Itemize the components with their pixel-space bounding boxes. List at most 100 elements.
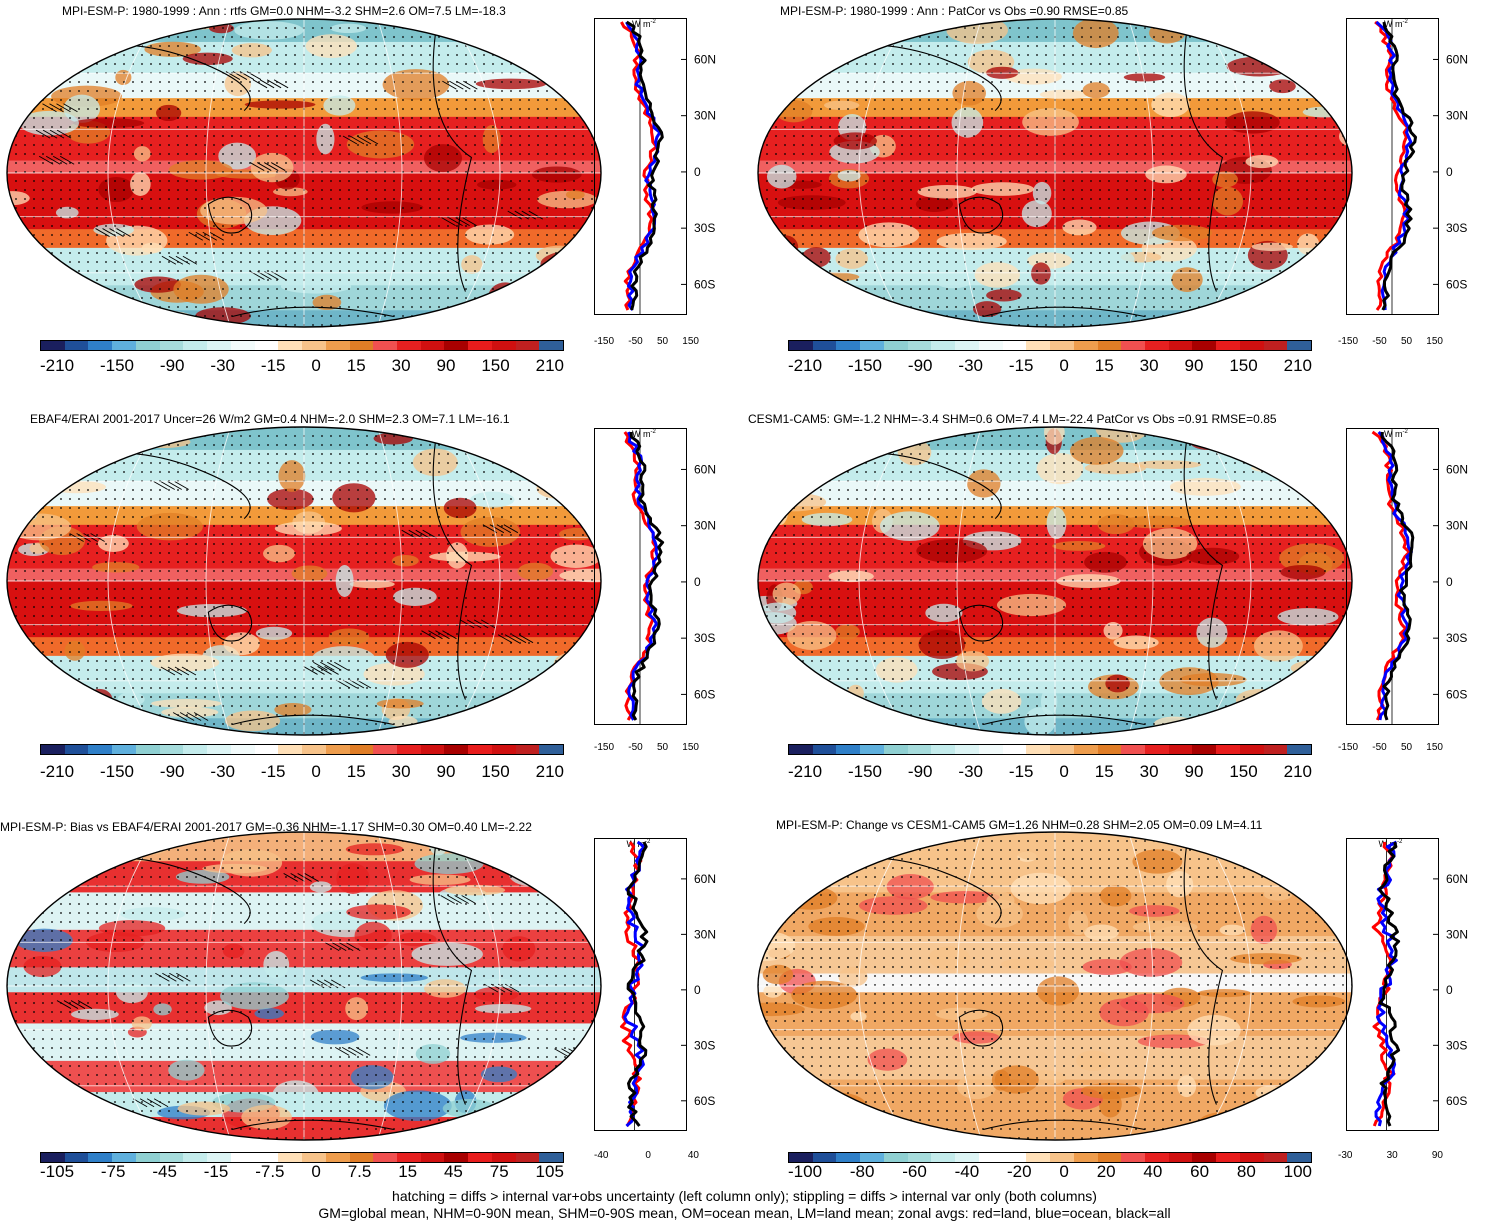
colorbar-label: 30 <box>391 356 411 375</box>
colorbar-swatch <box>444 745 469 754</box>
world-map <box>757 18 1353 328</box>
colorbar-swatch <box>1097 1153 1122 1162</box>
colorbar-label: -210 <box>40 762 75 781</box>
colorbar-swatch <box>159 745 184 754</box>
colorbar-swatch <box>278 341 303 350</box>
colorbar-swatch <box>349 1153 374 1162</box>
colorbar-swatch <box>907 1153 932 1162</box>
colorbar-label: 0 <box>1059 356 1069 375</box>
colorbar-swatch <box>1002 341 1027 350</box>
lat-tick-label: 30N <box>1446 927 1468 941</box>
ocean-zonal-line <box>627 431 660 721</box>
colorbar-label: -150 <box>99 762 134 781</box>
lat-tick-label: 30N <box>1446 519 1468 533</box>
profile-x-ticks: -40 0 40 <box>594 1150 699 1161</box>
colorbar-swatch <box>1097 341 1122 350</box>
colorbar-swatch <box>88 1153 113 1162</box>
colorbar-swatch <box>491 1153 516 1162</box>
colorbar-swatch <box>539 1153 564 1162</box>
lat-tick-label: 30S <box>694 221 715 235</box>
colorbar-swatch <box>491 745 516 754</box>
colorbar-label: 0 <box>311 762 321 781</box>
zonal-profile: 60N 30N 0 30S 60S W m-2 <box>594 428 716 725</box>
colorbar-label: -90 <box>159 762 185 781</box>
colorbar-label: 90 <box>436 762 456 781</box>
colorbar-label: 15 <box>1094 356 1114 375</box>
colorbar-swatch <box>88 341 113 350</box>
colorbar-label: -7.5 <box>255 1162 285 1181</box>
colorbar-swatch <box>135 745 160 754</box>
colorbar-swatch <box>373 341 398 350</box>
colorbar-swatch <box>302 745 326 754</box>
colorbar-swatch <box>907 745 932 754</box>
colorbar-swatch <box>539 341 564 350</box>
profile-x-ticks: -150 -50 50 150 <box>594 742 699 753</box>
colorbar-swatch <box>468 341 492 350</box>
colorbar-swatch <box>41 341 65 350</box>
colorbar-swatch <box>1192 745 1217 754</box>
colorbar-label: 90 <box>436 356 456 375</box>
colorbar-labels: -210 -150 -90 -30 -15 0 15 30 90 150 210 <box>40 762 564 782</box>
colorbar-swatch <box>515 1153 540 1162</box>
colorbar-swatch <box>373 1153 398 1162</box>
colorbar-swatch <box>230 745 255 754</box>
colorbar-swatch <box>112 745 136 754</box>
colorbar-swatch <box>955 341 979 350</box>
colorbar-label: -30 <box>210 356 235 375</box>
panel-title: CESM1-CAM5: GM=-1.2 NHM=-3.4 SHM=0.6 OM=… <box>748 412 1277 426</box>
profile-x-ticks: -150 -50 50 150 <box>594 336 699 347</box>
lat-tick-label: 60N <box>694 52 716 66</box>
lat-tick-label: 30N <box>694 927 716 941</box>
colorbar-label: 150 <box>481 762 510 781</box>
profile-x-tick-label: 50 <box>656 742 669 753</box>
colorbar-swatch <box>254 341 279 350</box>
all-zonal-line <box>629 431 665 721</box>
colorbar-label: -15 <box>260 356 286 375</box>
profile-x-tick-label: -40 <box>594 1150 609 1161</box>
profile-x-tick-label: -150 <box>1338 742 1359 753</box>
colorbar-swatch <box>207 745 231 754</box>
footer-line-2: GM=global mean, NHM=0-90N mean, SHM=0-90… <box>318 1205 1171 1221</box>
colorbar-swatch <box>883 745 908 754</box>
lat-tick-label: 30S <box>1446 221 1467 235</box>
profile-x-tick-label: 90 <box>1431 1150 1443 1161</box>
colorbar-swatch <box>64 1153 89 1162</box>
colorbar-swatch <box>397 341 421 350</box>
colorbar-label: 15 <box>398 1162 418 1181</box>
colorbar-swatch <box>278 745 303 754</box>
colorbar-swatch <box>1002 745 1027 754</box>
colorbar-swatch <box>1287 745 1312 754</box>
colorbar-swatch <box>1002 1153 1027 1162</box>
colorbar-swatch <box>41 1153 65 1162</box>
ocean-zonal-line <box>1377 431 1413 721</box>
colorbar-label: 90 <box>1184 762 1204 781</box>
colorbar-swatch <box>397 1153 421 1162</box>
colorbar-swatch <box>1239 745 1264 754</box>
colorbar <box>40 744 564 755</box>
colorbar <box>40 340 564 351</box>
colorbar-swatch <box>1192 1153 1217 1162</box>
colorbar-swatch <box>978 341 1003 350</box>
colorbar-swatch <box>1121 341 1146 350</box>
colorbar-swatch <box>420 745 445 754</box>
profile-x-ticks: -30 30 90 <box>1338 1150 1443 1161</box>
colorbar-swatch <box>1145 745 1169 754</box>
lat-tick-label: 0 <box>694 165 701 179</box>
colorbar-swatch <box>491 341 516 350</box>
colorbar-swatch <box>468 745 492 754</box>
all-zonal-line <box>1381 21 1417 311</box>
colorbar-swatch <box>515 745 540 754</box>
svg-text:W m-2: W m-2 <box>632 429 656 439</box>
lat-tick-label: 60N <box>694 872 716 886</box>
colorbar-label: -30 <box>210 762 235 781</box>
profile-x-tick-label: -150 <box>594 336 615 347</box>
colorbar-label: 20 <box>1096 1162 1116 1181</box>
colorbar-swatch <box>1050 745 1074 754</box>
colorbar-swatch <box>860 1153 884 1162</box>
panel-title: MPI-ESM-P: 1980-1999 : Ann : PatCor vs O… <box>780 4 1129 18</box>
colorbar-labels: -210 -150 -90 -30 -15 0 15 30 90 150 210 <box>788 762 1312 782</box>
colorbar-swatch <box>931 1153 956 1162</box>
colorbar-label: -210 <box>788 356 823 375</box>
colorbar-swatch <box>883 341 908 350</box>
colorbar-swatch <box>539 745 564 754</box>
